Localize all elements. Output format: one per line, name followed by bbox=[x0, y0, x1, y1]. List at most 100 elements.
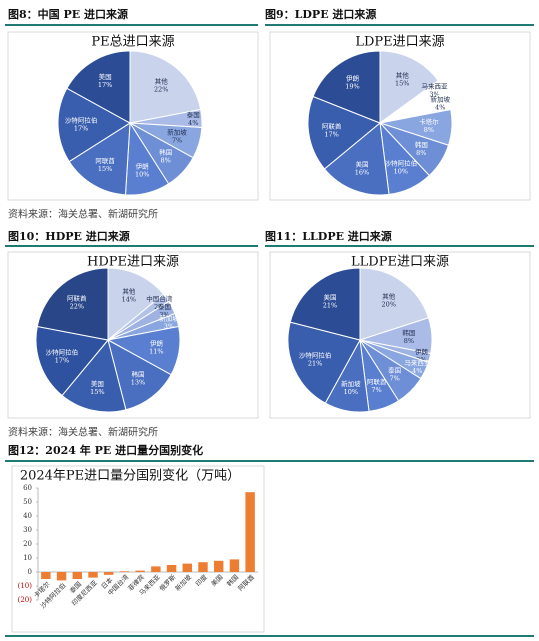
slice-label: 沙特阿拉伯 bbox=[385, 158, 418, 167]
chart-title: PE总进口来源 bbox=[91, 35, 174, 50]
slice-label: 新加坡 bbox=[159, 313, 179, 322]
figure-caption: 图10：HDPE 进口来源 bbox=[8, 229, 130, 243]
slice-label: 其他 bbox=[155, 76, 169, 85]
bar bbox=[214, 560, 224, 572]
y-tick-label: (20) bbox=[18, 596, 33, 604]
bar bbox=[182, 563, 192, 572]
slice-label: 新加坡 bbox=[431, 94, 451, 103]
y-tick-label: (10) bbox=[18, 582, 33, 590]
slice-label: 其他 bbox=[382, 291, 396, 300]
figure-caption: 图12：2024 年 PE 进口量分国别变化 bbox=[8, 443, 203, 457]
slice-value: 4% bbox=[188, 119, 198, 127]
source: 资料来源：海关总署、新湖研究所 bbox=[8, 426, 158, 439]
pie-slice bbox=[312, 50, 381, 124]
slice-label: 卡塔尔 bbox=[419, 117, 439, 126]
slice-value: 17% bbox=[98, 81, 112, 89]
slice-value: 17% bbox=[55, 357, 69, 365]
pie-slice bbox=[68, 122, 131, 196]
pie-slice bbox=[57, 87, 131, 163]
slice-value: 7% bbox=[389, 375, 399, 383]
figure-caption: 图11：LLDPE 进口来源 bbox=[265, 229, 392, 243]
pie-slice bbox=[307, 95, 381, 170]
chart-frame bbox=[11, 465, 265, 633]
slice-label: 美国 bbox=[91, 379, 104, 388]
slice-label: 韩国 bbox=[402, 328, 415, 337]
slice-label: 泰国 bbox=[388, 366, 401, 375]
slice-label: 美国 bbox=[323, 292, 336, 301]
slice-label: 伊朗 bbox=[136, 161, 149, 170]
bar bbox=[166, 565, 177, 572]
slice-label: 韩国 bbox=[415, 140, 428, 149]
slice-value: 10% bbox=[344, 388, 358, 396]
slice-label: 其他 bbox=[396, 70, 410, 79]
slice-value: 8% bbox=[416, 149, 426, 157]
slice-label: 韩国 bbox=[159, 148, 172, 157]
slice-value: 10% bbox=[135, 170, 149, 178]
bar bbox=[229, 559, 240, 572]
slice-value: 8% bbox=[161, 157, 171, 165]
slice-value: 15% bbox=[395, 79, 409, 87]
slice-value: 7% bbox=[371, 386, 381, 394]
y-tick-label: 60 bbox=[23, 484, 32, 492]
slice-label: 新加坡 bbox=[341, 379, 361, 388]
pie-slice bbox=[287, 321, 361, 404]
slice-value: 7% bbox=[172, 137, 182, 145]
slice-value: 19% bbox=[345, 83, 359, 91]
slice-value: 4% bbox=[412, 367, 422, 375]
chart-title: LDPE进口来源 bbox=[355, 35, 444, 50]
slice-value: 8% bbox=[404, 337, 414, 345]
y-tick-label: 0 bbox=[28, 568, 32, 576]
slice-value: 8% bbox=[424, 126, 434, 134]
slice-value: 11% bbox=[149, 348, 163, 356]
pie-slice bbox=[289, 267, 361, 341]
slice-label: 新加坡 bbox=[167, 128, 187, 137]
pie-slice bbox=[379, 50, 439, 124]
slice-label: 沙特阿拉伯 bbox=[65, 116, 98, 125]
slice-value: 17% bbox=[324, 131, 338, 139]
slice-value: 14% bbox=[122, 296, 136, 304]
slice-value: 22% bbox=[154, 85, 168, 93]
pie-slice bbox=[35, 325, 109, 397]
slice-value: 2% bbox=[154, 303, 164, 311]
slice-label: 美国 bbox=[355, 160, 368, 169]
slice-label: 美国 bbox=[99, 72, 112, 81]
y-tick-label: 50 bbox=[23, 498, 32, 506]
pie-slice bbox=[107, 267, 165, 342]
slice-label: 阿联酋 bbox=[322, 122, 342, 131]
slice-value: 4% bbox=[435, 103, 445, 111]
bar bbox=[151, 566, 161, 572]
chart-title: HDPE进口来源 bbox=[87, 255, 179, 270]
y-tick-label: 40 bbox=[23, 512, 32, 520]
pie-slice bbox=[129, 50, 202, 124]
chart-title: LLDPE进口来源 bbox=[351, 255, 449, 270]
slice-label: 沙特阿拉伯 bbox=[46, 348, 79, 357]
chart-title: 2024年PE进口量分国别变化（万吨） bbox=[20, 468, 240, 484]
bar bbox=[104, 572, 114, 575]
pie-slice bbox=[323, 122, 390, 196]
y-tick-label: 30 bbox=[23, 526, 32, 534]
bar bbox=[41, 572, 51, 579]
slice-value: 13% bbox=[131, 379, 145, 387]
pie-slice bbox=[61, 338, 127, 413]
source: 资料来源：海关总署、新湖研究所 bbox=[8, 208, 158, 221]
pie-slice bbox=[66, 50, 131, 124]
slice-value: 15% bbox=[90, 388, 104, 396]
pie-slice bbox=[107, 339, 172, 411]
slice-value: 21% bbox=[323, 301, 337, 309]
slice-value: 16% bbox=[355, 169, 369, 177]
bar bbox=[72, 572, 82, 579]
bar bbox=[198, 562, 208, 572]
pie-slice bbox=[359, 267, 430, 341]
pie-slice bbox=[36, 267, 109, 341]
slice-value: 21% bbox=[308, 359, 322, 367]
slice-value: 17% bbox=[74, 125, 88, 133]
y-tick-label: 20 bbox=[23, 540, 32, 548]
slice-label: 中国台湾 bbox=[146, 294, 173, 303]
bar bbox=[88, 572, 98, 578]
slice-value: 3% bbox=[159, 311, 169, 319]
slice-value: 10% bbox=[394, 167, 408, 175]
slice-value: 22% bbox=[70, 302, 84, 310]
slice-label: 伊朗 bbox=[415, 347, 428, 356]
bar bbox=[119, 571, 130, 572]
slice-label: 阿联酋 bbox=[367, 377, 387, 386]
